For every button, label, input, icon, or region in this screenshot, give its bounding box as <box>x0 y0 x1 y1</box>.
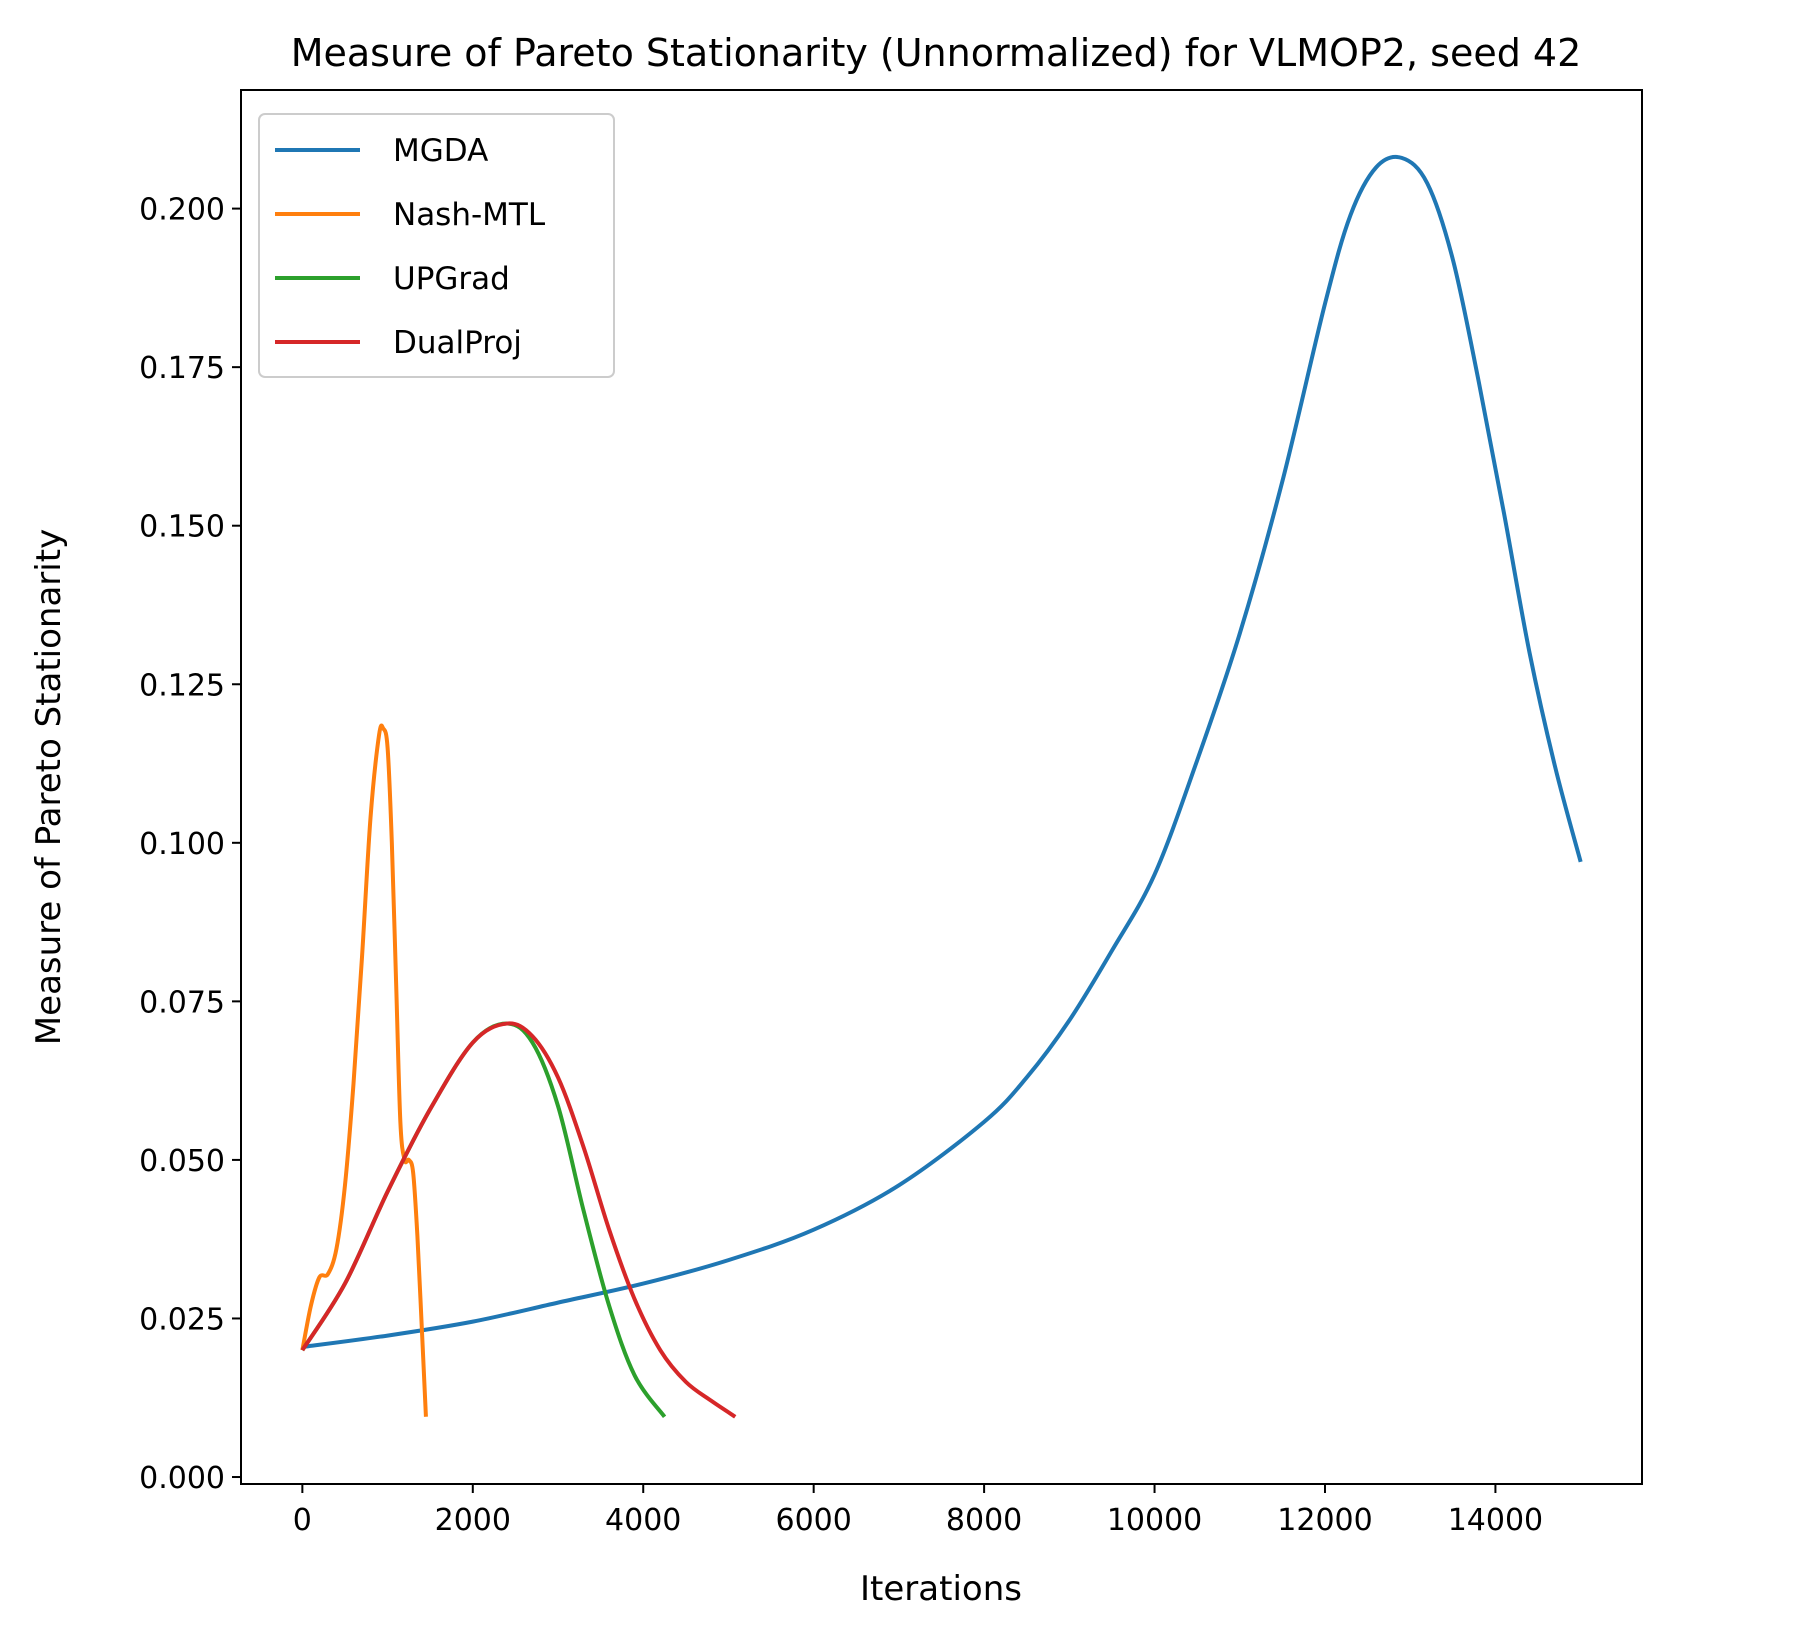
legend-box <box>258 113 615 378</box>
y-tick-label: 0.050 <box>139 1144 225 1179</box>
chart-title: Measure of Pareto Stationarity (Unnormal… <box>291 31 1582 75</box>
x-axis-label: Iterations <box>860 1569 1022 1609</box>
series-line-dualproj <box>300 1021 737 1419</box>
y-tick-label: 0.150 <box>139 510 225 545</box>
legend-label-nash-mtl: Nash-MTL <box>393 197 546 233</box>
x-tick-label: 12000 <box>1277 1503 1372 1538</box>
x-tick-label: 14000 <box>1448 1503 1543 1538</box>
x-tick-label: 6000 <box>775 1503 851 1538</box>
series-line-nash-mtl <box>300 723 428 1417</box>
y-tick-label: 0.075 <box>139 985 225 1020</box>
x-tick-label: 2000 <box>435 1503 511 1538</box>
series-layer <box>300 154 1583 1419</box>
y-tick-label: 0.125 <box>139 668 225 703</box>
y-tick-label: 0.025 <box>139 1302 225 1337</box>
x-tick-label: 4000 <box>605 1503 681 1538</box>
legend: MGDA Nash-MTL UPGrad DualProj <box>258 113 615 378</box>
y-tick-label: 0.100 <box>139 827 225 862</box>
legend-label-upgrad: UPGrad <box>393 261 510 297</box>
y-tick-label: 0.000 <box>139 1461 225 1496</box>
legend-entries: MGDA Nash-MTL UPGrad DualProj <box>275 133 546 361</box>
y-axis-ticks: 0.000 0.025 0.050 0.075 0.100 0.125 0.150 0.175… <box>139 193 241 1496</box>
x-tick-label: 0 <box>293 1503 312 1538</box>
y-tick-label: 0.175 <box>139 351 225 386</box>
y-axis-label: Measure of Pareto Stationarity <box>29 529 69 1045</box>
legend-label-dualproj: DualProj <box>393 325 522 361</box>
x-tick-label: 8000 <box>946 1503 1022 1538</box>
x-tick-label: 10000 <box>1107 1503 1202 1538</box>
legend-label-mgda: MGDA <box>393 133 488 169</box>
y-tick-label: 0.200 <box>139 193 225 228</box>
series-line-mgda <box>302 154 1583 1349</box>
x-axis-ticks: 0 2000 4000 6000 8000 10000 12000 14000 <box>293 1484 1543 1538</box>
